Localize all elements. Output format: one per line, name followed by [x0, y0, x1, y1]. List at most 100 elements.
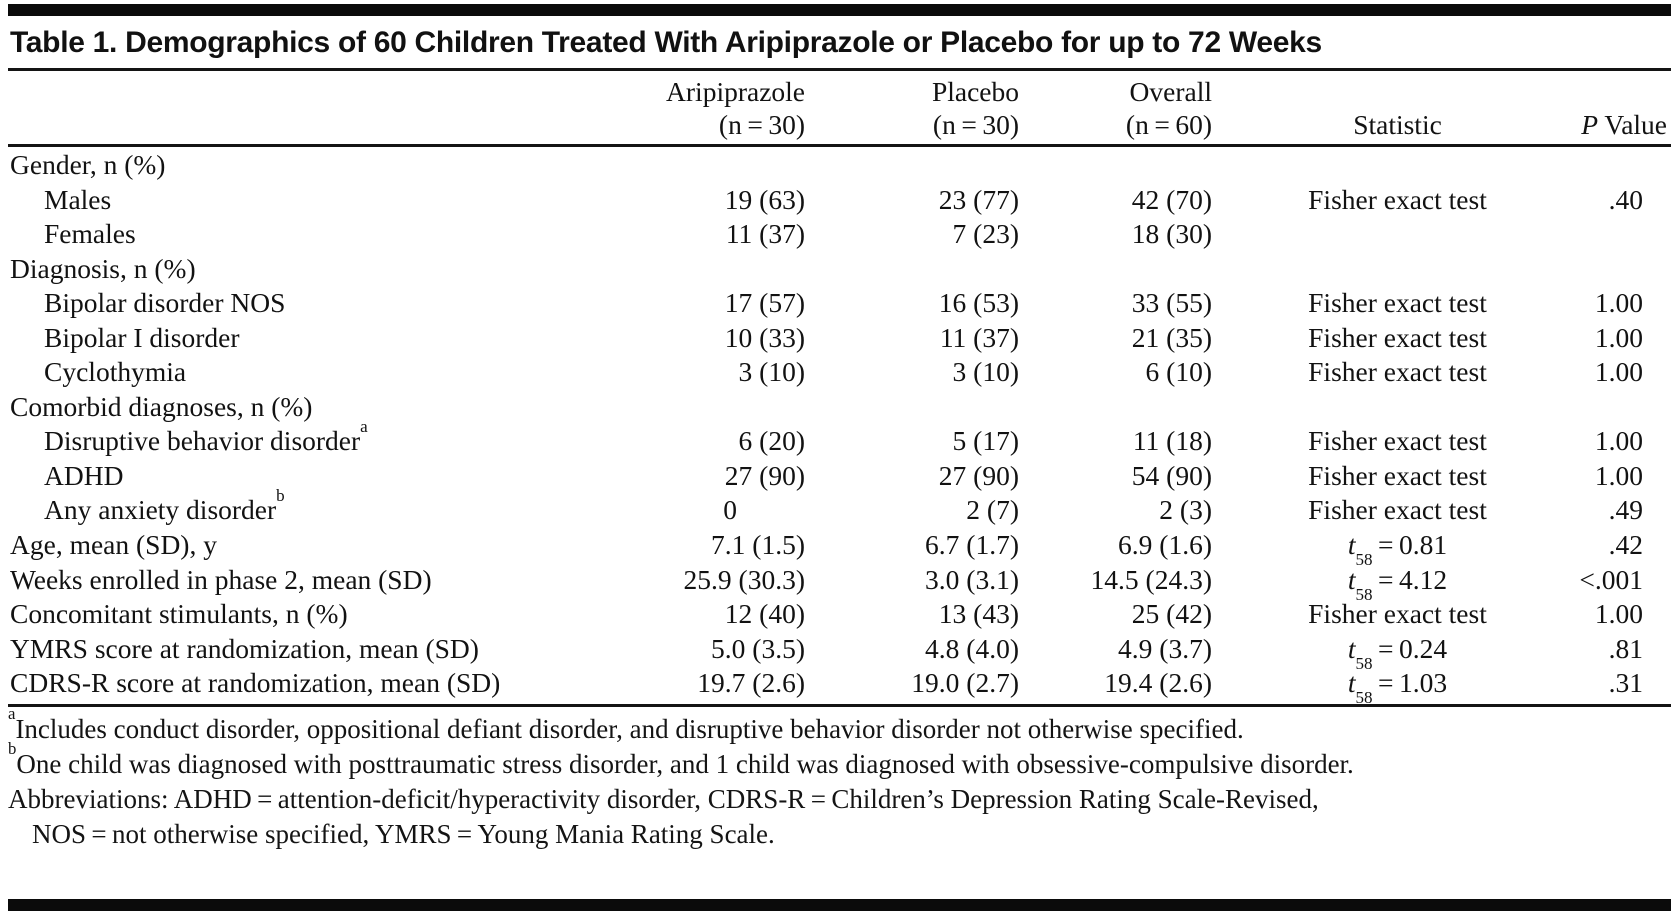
header-overall-name: Overall	[1129, 76, 1212, 107]
cell-p-value: .40	[1608, 183, 1643, 215]
cell-statistic	[1230, 252, 1565, 287]
cell-overall: 19.4 (2.6)	[1104, 667, 1212, 699]
cell-p-value	[1565, 252, 1671, 287]
cell-aripiprazole: 5.0 (3.5)	[711, 632, 805, 664]
footnote-line: NOS = not otherwise specified, YMRS = Yo…	[32, 818, 775, 849]
header-aripiprazole: Aripiprazole (n = 30)	[620, 75, 820, 141]
cell-statistic	[1230, 148, 1565, 183]
header-statistic-label: Statistic	[1353, 109, 1442, 140]
cell-aripiprazole: 12 (40)	[724, 598, 805, 630]
cell-statistic: Fisher exact test	[1308, 459, 1487, 491]
cell-overall: 33 (55)	[1131, 287, 1212, 319]
cell-overall: 18 (30)	[1131, 218, 1212, 250]
table-row: Disruptive behavior disordera 6 (20) 5 (…	[8, 418, 1671, 459]
cell-overall: 54 (90)	[1131, 459, 1212, 491]
row-label: Bipolar disorder NOS	[44, 287, 286, 319]
cell-overall: 2 (3)	[1159, 494, 1212, 526]
cell-p-value: 1.00	[1594, 287, 1643, 319]
header-placebo-n: (n = 30)	[932, 109, 1019, 140]
cell-statistic: Fisher exact test	[1308, 183, 1487, 215]
table-row: Bipolar I disorder 10 (33) 11 (37) 21 (3…	[8, 321, 1671, 356]
cell-aripiprazole: 27 (90)	[724, 459, 805, 491]
cell-aripiprazole: 17 (57)	[724, 287, 805, 319]
cell-p-value: 1.00	[1594, 598, 1643, 630]
cell-overall	[1022, 148, 1230, 183]
cell-placebo: 19.0 (2.7)	[911, 667, 1019, 699]
row-label: Comorbid diagnoses, n (%)	[10, 390, 313, 422]
cell-placebo: 2 (7)	[966, 494, 1019, 526]
body-bottom-rule	[8, 703, 1671, 707]
cell-placebo: 6.7 (1.7)	[925, 529, 1019, 561]
cell-placebo	[820, 390, 1022, 425]
table-row: Weeks enrolled in phase 2, mean (SD) 25.…	[8, 563, 1671, 604]
cell-p-value: 1.00	[1594, 459, 1643, 491]
table-row: Any anxiety disorderb 0 2 (7) 2 (3) Fish…	[8, 487, 1671, 528]
cell-aripiprazole: 7.1 (1.5)	[711, 529, 805, 561]
row-label: Age, mean (SD), y	[10, 529, 217, 561]
cell-aripiprazole	[620, 148, 820, 183]
header-aripiprazole-name: Aripiprazole	[666, 76, 805, 107]
cell-p-value: <.001	[1579, 563, 1643, 595]
cell-placebo: 3.0 (3.1)	[925, 563, 1019, 595]
cell-placebo: 4.8 (4.0)	[925, 632, 1019, 664]
header-label-spacer	[8, 75, 620, 141]
cell-statistic: t58 = 1.03	[1347, 667, 1448, 708]
footnote-line: aIncludes conduct disorder, oppositional…	[8, 704, 1244, 744]
cell-p-value	[1565, 148, 1671, 183]
cell-aripiprazole	[620, 252, 820, 287]
cell-statistic: Fisher exact test	[1308, 494, 1487, 526]
cell-overall: 6.9 (1.6)	[1118, 529, 1212, 561]
table-row: YMRS score at randomization, mean (SD) 5…	[8, 632, 1671, 672]
cell-placebo: 11 (37)	[939, 321, 1019, 353]
cell-overall: 4.9 (3.7)	[1118, 632, 1212, 664]
cell-p-value: 1.00	[1594, 321, 1643, 353]
cell-overall: 21 (35)	[1131, 321, 1212, 353]
cell-statistic: Fisher exact test	[1308, 425, 1487, 457]
header-p-value: P Value	[1565, 75, 1671, 141]
cell-overall	[1022, 390, 1230, 425]
top-rule	[8, 4, 1671, 16]
cell-statistic	[1230, 217, 1565, 252]
cell-statistic: Fisher exact test	[1308, 287, 1487, 319]
cell-overall: 14.5 (24.3)	[1090, 563, 1212, 595]
cell-aripiprazole: 11 (37)	[725, 218, 805, 250]
cell-overall: 42 (70)	[1131, 183, 1212, 215]
table-row: Females 11 (37) 7 (23) 18 (30)	[8, 217, 1671, 252]
cell-p-value: 1.00	[1594, 356, 1643, 388]
row-label: Weeks enrolled in phase 2, mean (SD)	[10, 563, 432, 595]
cell-overall: 11 (18)	[1132, 425, 1212, 457]
table-row: Diagnosis, n (%)	[8, 252, 1671, 287]
table-row: Age, mean (SD), y 7.1 (1.5) 6.7 (1.7) 6.…	[8, 528, 1671, 568]
table-row: Concomitant stimulants, n (%) 12 (40) 13…	[8, 597, 1671, 632]
cell-p-value: .42	[1608, 529, 1643, 561]
cell-placebo: 7 (23)	[952, 218, 1019, 250]
cell-p-value	[1565, 217, 1671, 252]
row-label: Males	[44, 183, 112, 215]
cell-aripiprazole: 19.7 (2.6)	[697, 667, 805, 699]
cell-overall: 25 (42)	[1131, 598, 1212, 630]
footnote-line: bOne child was diagnosed with posttrauma…	[8, 739, 1354, 779]
cell-overall	[1022, 252, 1230, 287]
header-p-value-label: P Value	[1581, 109, 1667, 140]
table-header: Aripiprazole (n = 30) Placebo (n = 30) O…	[8, 75, 1671, 141]
table-row: Gender, n (%)	[8, 148, 1671, 183]
cell-p-value	[1565, 390, 1671, 425]
table-body: Gender, n (%) Males 19 (63) 23 (77) 42 (…	[8, 148, 1671, 708]
cell-placebo: 27 (90)	[938, 459, 1019, 491]
cell-statistic	[1230, 390, 1565, 425]
cell-statistic: t58 = 4.12	[1347, 563, 1448, 604]
row-label: Cyclothymia	[44, 356, 187, 388]
row-label: YMRS score at randomization, mean (SD)	[10, 632, 479, 664]
table-title: Table 1. Demographics of 60 Children Tre…	[10, 26, 1322, 59]
table-row: Comorbid diagnoses, n (%)	[8, 390, 1671, 425]
cell-aripiprazole: 10 (33)	[724, 321, 805, 353]
cell-aripiprazole: 0	[723, 494, 737, 526]
cell-aripiprazole: 3 (10)	[738, 356, 805, 388]
row-label: Gender, n (%)	[10, 149, 166, 180]
row-label: ADHD	[44, 459, 124, 491]
bottom-rule	[8, 898, 1671, 911]
table-row: ADHD 27 (90) 27 (90) 54 (90) Fisher exac…	[8, 459, 1671, 494]
cell-placebo	[820, 148, 1022, 183]
row-label: Diagnosis, n (%)	[10, 252, 196, 284]
